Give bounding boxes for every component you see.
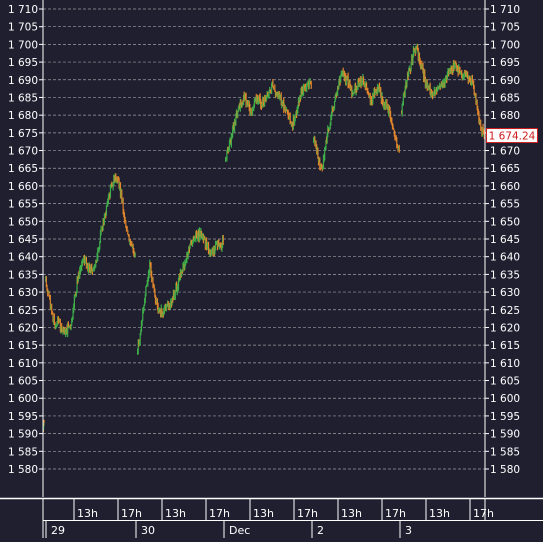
y-tick-label: 1 645 xyxy=(490,234,520,246)
axis-frame xyxy=(0,0,543,500)
y-tick-label: 1 650 xyxy=(490,216,520,228)
price-segment xyxy=(45,173,136,338)
day-tick-label: 29 xyxy=(51,524,65,537)
y-tick-label: 1 635 xyxy=(8,269,38,281)
y-tick-label: 1 690 xyxy=(8,75,38,87)
last-price-box xyxy=(486,128,538,144)
price-segment xyxy=(313,67,400,172)
day-tick-label: 30 xyxy=(141,524,155,537)
hour-tick-label: 13h xyxy=(253,507,274,520)
y-tick-label: 1 605 xyxy=(490,376,520,388)
y-tick-label: 1 655 xyxy=(8,199,38,211)
y-tick-label: 1 615 xyxy=(8,340,38,352)
grid-layer xyxy=(39,8,489,470)
y-tick-label: 1 595 xyxy=(490,411,520,423)
y-tick-label: 1 580 xyxy=(8,464,38,476)
y-tick-label: 1 700 xyxy=(8,39,38,51)
y-tick-label: 1 585 xyxy=(8,446,38,458)
price-segment xyxy=(225,78,312,163)
y-tick-label: 1 675 xyxy=(8,128,38,140)
y-tick-label: 1 640 xyxy=(8,252,38,264)
y-tick-label: 1 655 xyxy=(490,199,520,211)
last-price-indicator: 1 674.24 xyxy=(486,128,538,144)
y-tick-label: 1 695 xyxy=(8,57,38,69)
y-tick-label: 1 630 xyxy=(8,287,38,299)
y-tick-label: 1 690 xyxy=(490,75,520,87)
hour-tick-label: 17h xyxy=(385,507,406,520)
y-tick-label: 1 685 xyxy=(8,92,38,104)
y-tick-label: 1 580 xyxy=(490,464,520,476)
y-tick-label: 1 625 xyxy=(490,305,520,317)
y-tick-label: 1 660 xyxy=(8,181,38,193)
y-tick-label: 1 610 xyxy=(490,358,520,370)
y-tick-label: 1 670 xyxy=(8,146,38,158)
y-tick-label: 1 640 xyxy=(490,252,520,264)
y-tick-label: 1 620 xyxy=(8,322,38,334)
y-tick-label: 1 645 xyxy=(8,234,38,246)
y-tick-label: 1 680 xyxy=(8,110,38,122)
y-tick-label: 1 630 xyxy=(490,287,520,299)
hour-tick-label: 13h xyxy=(429,507,450,520)
y-tick-label: 1 670 xyxy=(490,146,520,158)
y-tick-label: 1 590 xyxy=(8,429,38,441)
day-tick-label: Dec xyxy=(229,524,250,537)
price-segment xyxy=(137,227,224,355)
plot-area xyxy=(42,43,485,433)
y-tick-label: 1 595 xyxy=(8,411,38,423)
hour-tick-label: 17h xyxy=(121,507,142,520)
y-tick-label: 1 635 xyxy=(490,269,520,281)
y-tick-label: 1 605 xyxy=(8,376,38,388)
price-segment xyxy=(400,43,485,140)
y-tick-label: 1 665 xyxy=(490,163,520,175)
y-tick-label: 1 620 xyxy=(490,322,520,334)
y-tick-label: 1 600 xyxy=(8,393,38,405)
y-tick-label: 1 625 xyxy=(8,305,38,317)
y-tick-label: 1 610 xyxy=(8,358,38,370)
hour-tick-label: 17h xyxy=(297,507,318,520)
last-price-label: 1 674.24 xyxy=(489,131,536,143)
y-tick-label: 1 615 xyxy=(490,340,520,352)
hour-tick-label: 13h xyxy=(341,507,362,520)
x-axis: 13h 17h 13h 17h 13h 17h 13h 17h 13h 17h 29 30 Dec 2 3 xyxy=(42,499,543,538)
y-tick-label: 1 650 xyxy=(8,216,38,228)
y-tick-label: 1 685 xyxy=(490,92,520,104)
y-tick-label: 1 665 xyxy=(8,163,38,175)
hour-tick-label: 17h xyxy=(473,507,494,520)
y-tick-label: 1 710 xyxy=(490,4,520,16)
hour-tick-label: 13h xyxy=(77,507,98,520)
y-tick-label: 1 680 xyxy=(490,110,520,122)
y-tick-label: 1 700 xyxy=(490,39,520,51)
day-tick-label: 3 xyxy=(405,524,412,537)
hour-tick-label: 13h xyxy=(165,507,186,520)
y-tick-label: 1 585 xyxy=(490,446,520,458)
y-tick-label: 1 705 xyxy=(490,22,520,34)
y-tick-label: 1 710 xyxy=(8,4,38,16)
day-tick-label: 2 xyxy=(317,524,324,537)
y-axis-left: 1 580 1 585 1 590 1 595 1 600 1 605 1 610 1 615… xyxy=(8,4,38,476)
y-tick-label: 1 600 xyxy=(490,393,520,405)
hour-tick-label: 17h xyxy=(209,507,230,520)
y-tick-label: 1 695 xyxy=(490,57,520,69)
y-tick-label: 1 590 xyxy=(490,429,520,441)
y-tick-label: 1 660 xyxy=(490,181,520,193)
y-tick-label: 1 705 xyxy=(8,22,38,34)
y-axis-right: 1 580 1 585 1 590 1 595 1 600 1 605 1 610 1 615… xyxy=(490,4,520,476)
